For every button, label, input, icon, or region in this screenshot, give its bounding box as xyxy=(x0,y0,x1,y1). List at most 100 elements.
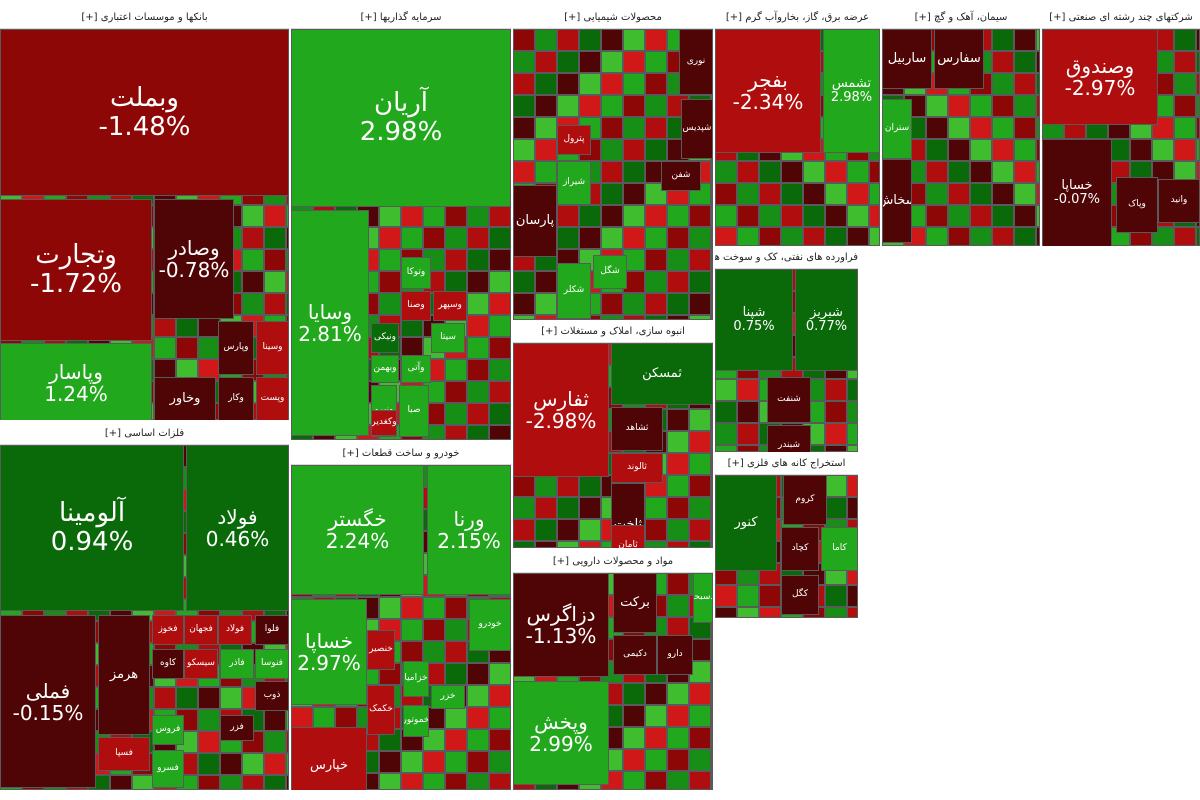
tile-basic_metals-3[interactable]: فخوز xyxy=(152,615,184,645)
tile-automotive-0[interactable]: خگستر 2.24% xyxy=(291,465,424,595)
tile-basic_metals-14[interactable]: سیسکو xyxy=(184,649,218,679)
tile-utilities-0[interactable]: بفجر -2.34% xyxy=(715,29,821,153)
sector-header[interactable]: انبوه سازی، املاک و مستغلات [+] xyxy=(513,322,713,343)
tile-investment-1[interactable]: وسایا 2.81% xyxy=(291,210,369,436)
sector-basic_metals[interactable]: فلزات اساسی [+] آلومینا 0.94% فولاد 0.46% فمل… xyxy=(0,424,289,790)
tile-basic_metals-15[interactable]: ذوب xyxy=(255,681,289,711)
sector-header[interactable]: سیمان، آهک و گچ [+] xyxy=(882,8,1040,29)
tile-investment-3[interactable]: وسپهر xyxy=(433,291,467,321)
tile-basic_metals-6[interactable]: فلوا xyxy=(255,615,289,645)
tile-basic_metals-7[interactable]: فنوسا xyxy=(255,649,289,679)
tile-oil-0[interactable]: شپنا 0.75% xyxy=(715,269,793,371)
tile-pharma-2[interactable]: برکت xyxy=(613,573,657,633)
tile-investment-7[interactable]: صبا xyxy=(399,385,429,437)
tile-real_estate-4[interactable]: ثالوند xyxy=(611,453,663,483)
sector-ore[interactable]: استخراج کانه های فلزی [+] کچاد کگل کروم کاما… xyxy=(715,454,858,618)
tile-automotive-1[interactable]: ورنا 2.15% xyxy=(427,465,511,595)
tile-chemicals-6[interactable]: نوری xyxy=(679,29,713,95)
sector-header[interactable]: شرکتهای چند رشته ای صنعتی [+] xyxy=(1042,8,1200,29)
tile-investment-0[interactable]: آریان 2.98% xyxy=(291,29,511,207)
tile-oil-2[interactable]: شنفت xyxy=(767,377,811,423)
tile-banks-0[interactable]: وبملت -1.48% xyxy=(0,29,289,196)
tile-investment-4[interactable]: وتوکا xyxy=(401,257,431,289)
tile-automotive-8[interactable]: خپارس xyxy=(291,727,367,790)
sector-header[interactable]: فلزات اساسی [+] xyxy=(0,424,289,445)
tile-chemicals-4[interactable]: شکلر xyxy=(557,263,591,319)
sector-cement[interactable]: سیمان، آهک و گچ [+] ساربیل سفارس ستران سخاش xyxy=(882,8,1040,246)
tile-chemicals-2[interactable]: شیراز xyxy=(557,161,591,205)
tile-pharma-4[interactable]: دارو xyxy=(657,635,693,675)
tile-basic_metals-8[interactable]: کاوه xyxy=(152,649,184,679)
tile-basic_metals-4[interactable]: فجهان xyxy=(184,615,218,645)
sector-automotive[interactable]: خودرو و ساخت قطعات [+] خگستر 2.24% ورنا 2.15… xyxy=(291,444,511,790)
tile-pharma-3[interactable]: دکیمی xyxy=(613,635,657,675)
tile-basic_metals-13[interactable]: فسپا xyxy=(98,737,150,771)
tile-automotive-2[interactable]: خساپا 2.97% xyxy=(291,599,367,705)
tile-basic_metals-9[interactable]: فروس xyxy=(152,715,184,745)
tile-pharma-5[interactable]: دسبحا xyxy=(693,573,713,623)
tile-basic_metals-10[interactable]: فسرو xyxy=(152,750,184,788)
tile-banks-7[interactable]: وپارس xyxy=(218,321,254,375)
tile-real_estate-1[interactable]: ثمسکن xyxy=(611,343,713,405)
tile-banks-8[interactable]: وسینا xyxy=(256,321,289,375)
tile-basic_metals-1[interactable]: فولاد 0.46% xyxy=(186,445,289,611)
tile-automotive-5[interactable]: خزر xyxy=(431,685,465,709)
tile-banks-4[interactable]: وخاور xyxy=(154,377,216,420)
tile-ore-4[interactable]: کنور xyxy=(715,475,777,571)
tile-investment-2[interactable]: وصنا xyxy=(401,291,431,321)
tile-ore-1[interactable]: کگل xyxy=(781,575,819,615)
tile-oil-1[interactable]: شبریز 0.77% xyxy=(795,269,858,371)
tile-chemicals-5[interactable]: شفن xyxy=(661,161,701,191)
tile-automotive-3[interactable]: خودرو xyxy=(469,599,511,651)
tile-holding-1[interactable]: خساپا -0.07% xyxy=(1042,139,1112,246)
tile-chemicals-1[interactable]: شپدیس xyxy=(681,99,713,159)
sector-investment[interactable]: سرمایه گذاریها [+] آریان 2.98% وسایا 2.81% وص… xyxy=(291,8,511,440)
tile-investment-5[interactable]: ونیکی xyxy=(371,323,399,353)
sector-chemicals[interactable]: محصولات شیمیایی [+] پارسان شپدیس شیراز پترول… xyxy=(513,8,713,320)
sector-banks[interactable]: بانکها و موسسات اعتباری [+] وبملت -1.48% وت… xyxy=(0,8,289,420)
tile-cement-1[interactable]: سفارس xyxy=(934,29,984,89)
tile-real_estate-0[interactable]: ثفارس -2.98% xyxy=(513,343,609,477)
tile-oil-3[interactable]: شبندر xyxy=(767,425,811,452)
tile-holding-0[interactable]: وصندوق -2.97% xyxy=(1042,29,1158,125)
sector-oil[interactable]: فراورده های نفتی، کک و سوخت هسته ای [+]ش… xyxy=(715,248,858,452)
tile-cement-0[interactable]: ساربیل xyxy=(882,29,932,89)
tile-basic_metals-11[interactable]: هرمز xyxy=(98,615,150,735)
sector-header[interactable]: بانکها و موسسات اعتباری [+] xyxy=(0,8,289,29)
tile-basic_metals-16[interactable]: فزر xyxy=(220,715,254,741)
sector-header[interactable]: خودرو و ساخت قطعات [+] xyxy=(291,444,511,465)
sector-header[interactable]: محصولات شیمیایی [+] xyxy=(513,8,713,29)
tile-cement-2[interactable]: ستران xyxy=(882,99,912,159)
sector-header[interactable]: سرمایه گذاریها [+] xyxy=(291,8,511,29)
tile-chemicals-3[interactable]: پترول xyxy=(557,125,591,155)
sector-header[interactable]: مواد و محصولات دارویی [+] xyxy=(513,552,713,573)
tile-ore-3[interactable]: کاما xyxy=(821,527,858,571)
sector-holding[interactable]: شرکتهای چند رشته ای صنعتی [+] وصندوق -2.97… xyxy=(1042,8,1200,246)
sector-header[interactable]: فراورده های نفتی، کک و سوخت هسته ای [+] xyxy=(715,248,858,269)
tile-ore-0[interactable]: کچاد xyxy=(781,527,819,571)
tile-basic_metals-0[interactable]: آلومینا 0.94% xyxy=(0,445,184,611)
tile-banks-6[interactable]: وپست xyxy=(256,377,289,420)
tile-automotive-6[interactable]: خنصیر xyxy=(367,630,395,670)
sector-header[interactable]: استخراج کانه های فلزی [+] xyxy=(715,454,858,475)
tile-investment-9[interactable]: وآتی xyxy=(401,355,431,383)
tile-utilities-1[interactable]: تشمس 2.98% xyxy=(823,29,880,153)
tile-pharma-1[interactable]: وپخش 2.99% xyxy=(513,681,609,785)
tile-pharma-0[interactable]: دزاگرس -1.13% xyxy=(513,573,609,677)
sector-real_estate[interactable]: انبوه سازی، املاک و مستغلات [+] ثفارس -2.9… xyxy=(513,322,713,548)
tile-banks-1[interactable]: وتجارت -1.72% xyxy=(0,199,152,341)
tile-banks-2[interactable]: وصادر -0.78% xyxy=(154,199,234,319)
tile-holding-2[interactable]: وپاک xyxy=(1116,177,1158,233)
tile-automotive-7[interactable]: خموتور xyxy=(403,705,429,737)
tile-real_estate-2[interactable]: ثشاهد xyxy=(611,407,663,451)
tile-real_estate-5[interactable]: ثامان xyxy=(611,525,645,548)
tile-holding-3[interactable]: وانید xyxy=(1158,179,1200,223)
tile-banks-3[interactable]: وپاسار 1.24% xyxy=(0,343,152,420)
tile-automotive-4[interactable]: خکمک xyxy=(367,685,395,735)
tile-basic_metals-2[interactable]: فملی -0.15% xyxy=(0,615,96,788)
sector-pharma[interactable]: مواد و محصولات دارویی [+] دزاگرس -1.13% وپخ… xyxy=(513,552,713,790)
sector-header[interactable]: عرضه برق، گاز، بخاروآب گرم [+] xyxy=(715,8,880,29)
tile-investment-10[interactable]: وکغدیر xyxy=(371,410,397,436)
sector-utilities[interactable]: عرضه برق، گاز، بخاروآب گرم [+] بفجر -2.34%… xyxy=(715,8,880,246)
tile-cement-3[interactable]: سخاش xyxy=(882,159,912,243)
